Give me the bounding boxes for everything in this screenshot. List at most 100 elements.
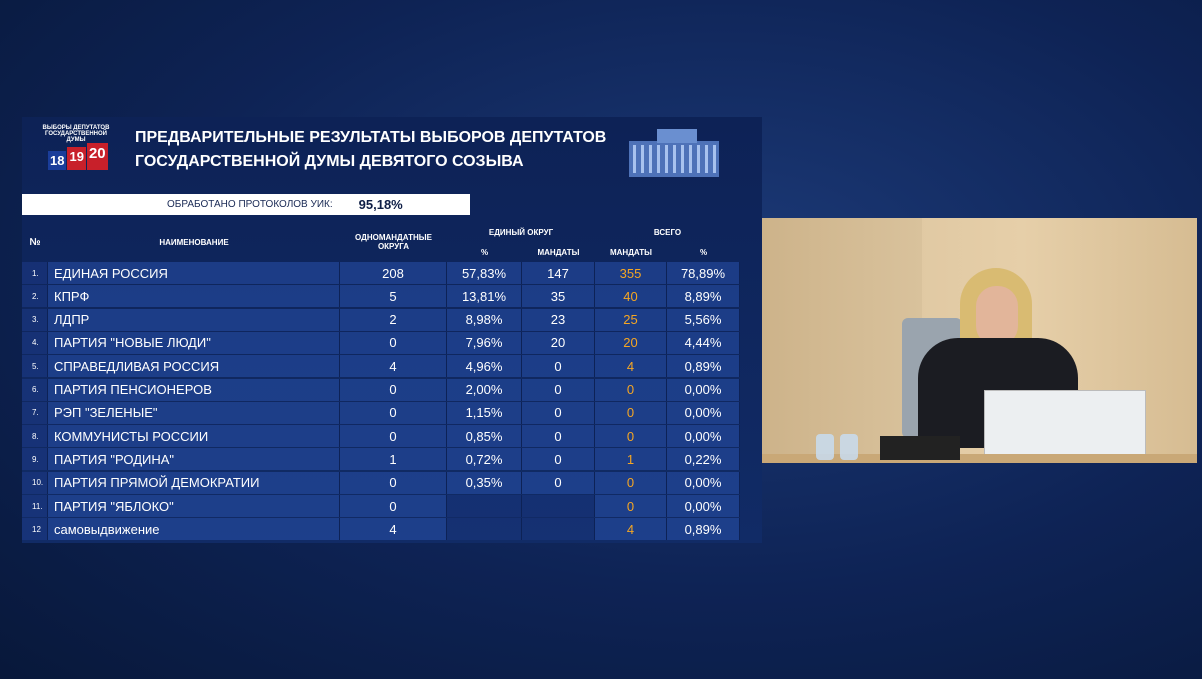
unified-pct: 2,00% bbox=[447, 378, 522, 401]
party-name: ЕДИНАЯ РОССИЯ bbox=[48, 262, 340, 284]
unified-pct bbox=[447, 518, 522, 541]
unified-pct bbox=[447, 495, 522, 517]
unified-pct: 13,81% bbox=[447, 285, 522, 308]
progress-bar: ОБРАБОТАНО ПРОТОКОЛОВ УИК: 95,18% bbox=[22, 194, 470, 215]
title: ПРЕДВАРИТЕЛЬНЫЕ РЕЗУЛЬТАТЫ ВЫБОРОВ ДЕПУТ… bbox=[135, 126, 606, 174]
unified-pct: 0,85% bbox=[447, 425, 522, 448]
total-pct: 0,22% bbox=[667, 448, 740, 471]
bottle bbox=[816, 434, 834, 460]
unified-mandates: 20 bbox=[522, 331, 595, 354]
total-pct: 0,00% bbox=[667, 401, 740, 424]
progress-label: ОБРАБОТАНО ПРОТОКОЛОВ УИК: bbox=[167, 199, 333, 210]
row-number: 6. bbox=[22, 378, 48, 401]
single-mandate: 0 bbox=[340, 495, 447, 517]
video-feed bbox=[762, 218, 1197, 463]
party-name: ПАРТИЯ ПЕНСИОНЕРОВ bbox=[48, 378, 340, 401]
row-number: 5. bbox=[22, 355, 48, 378]
header-cell: % bbox=[480, 247, 489, 257]
row-number: 7. bbox=[22, 401, 48, 424]
title-line: ГОСУДАРСТВЕННОЙ ДУМЫ ДЕВЯТОГО СОЗЫВА bbox=[135, 153, 524, 170]
party-name: самовыдвижение bbox=[48, 518, 340, 541]
duma-building bbox=[629, 129, 719, 177]
bottle bbox=[840, 434, 858, 460]
wall-panel bbox=[762, 218, 922, 463]
unified-mandates bbox=[522, 495, 595, 517]
row-number: 10. bbox=[22, 471, 48, 494]
face bbox=[976, 286, 1018, 346]
unified-pct: 57,83% bbox=[447, 262, 522, 284]
party-name: КОММУНИСТЫ РОССИИ bbox=[48, 425, 340, 448]
header-cell: МАНДАТЫ bbox=[537, 247, 580, 257]
header-cell: ОДНОМАНДАТНЫЕ ОКРУГА bbox=[355, 233, 432, 251]
party-name: РЭП "ЗЕЛЕНЫЕ" bbox=[48, 401, 340, 424]
total-mandates: 0 bbox=[595, 378, 667, 401]
header-cell: НАИМЕНОВАНИЕ bbox=[159, 237, 229, 247]
party-name: ПАРТИЯ ПРЯМОЙ ДЕМОКРАТИИ bbox=[48, 471, 340, 494]
title-line: ПРЕДВАРИТЕЛЬНЫЕ РЕЗУЛЬТАТЫ ВЫБОРОВ ДЕПУТ… bbox=[135, 129, 607, 146]
total-mandates: 40 bbox=[595, 285, 667, 308]
unified-pct: 0,72% bbox=[447, 448, 522, 471]
logo-text: ВЫБОРЫ ДЕПУТАТОВ ГОСУДАРСТВЕННОЙ ДУМЫ bbox=[40, 125, 112, 143]
single-mandate: 0 bbox=[340, 331, 447, 354]
logo-line: ВЫБОРЫ ДЕПУТАТОВ bbox=[42, 125, 110, 131]
row-number: 12 bbox=[22, 518, 48, 541]
logo-year: 20 bbox=[86, 143, 108, 170]
unified-mandates: 147 bbox=[522, 262, 595, 284]
party-name: ЛДПР bbox=[48, 308, 340, 331]
total-mandates: 0 bbox=[595, 471, 667, 494]
unified-pct: 7,96% bbox=[447, 331, 522, 354]
unified-mandates: 0 bbox=[522, 471, 595, 494]
single-mandate: 0 bbox=[340, 378, 447, 401]
party-name: ПАРТИЯ "НОВЫЕ ЛЮДИ" bbox=[48, 331, 340, 354]
laptop bbox=[984, 390, 1146, 462]
results-panel: ВЫБОРЫ ДЕПУТАТОВ ГОСУДАРСТВЕННОЙ ДУМЫ 18… bbox=[22, 117, 762, 543]
party-name: ПАРТИЯ "ЯБЛОКО" bbox=[48, 495, 340, 517]
total-mandates: 355 bbox=[595, 262, 667, 284]
desk bbox=[762, 454, 1197, 463]
unified-mandates: 0 bbox=[522, 401, 595, 424]
total-pct: 0,89% bbox=[667, 518, 740, 541]
unified-pct: 8,98% bbox=[447, 308, 522, 331]
header-cell: ВСЕГО bbox=[653, 227, 682, 237]
console bbox=[880, 436, 960, 460]
unified-mandates: 0 bbox=[522, 378, 595, 401]
unified-mandates: 23 bbox=[522, 308, 595, 331]
single-mandate: 0 bbox=[340, 425, 447, 448]
row-number: 4. bbox=[22, 331, 48, 354]
logo-year: 18 bbox=[48, 151, 67, 170]
total-pct: 78,89% bbox=[667, 262, 740, 284]
single-mandate: 4 bbox=[340, 518, 447, 541]
total-pct: 0,00% bbox=[667, 425, 740, 448]
row-number: 9. bbox=[22, 448, 48, 471]
total-mandates: 0 bbox=[595, 401, 667, 424]
total-mandates: 20 bbox=[595, 331, 667, 354]
single-mandate: 0 bbox=[340, 471, 447, 494]
total-pct: 0,89% bbox=[667, 355, 740, 378]
unified-mandates: 35 bbox=[522, 285, 595, 308]
header-cell: № bbox=[29, 236, 41, 248]
total-pct: 8,89% bbox=[667, 285, 740, 308]
total-mandates: 4 bbox=[595, 518, 667, 541]
row-number: 3. bbox=[22, 308, 48, 331]
total-pct: 0,00% bbox=[667, 495, 740, 517]
header-cell: ЕДИНЫЙ ОКРУГ bbox=[488, 227, 554, 237]
single-mandate: 5 bbox=[340, 285, 447, 308]
row-number: 2. bbox=[22, 285, 48, 308]
row-number: 11. bbox=[22, 495, 48, 517]
total-pct: 0,00% bbox=[667, 471, 740, 494]
total-mandates: 0 bbox=[595, 495, 667, 517]
single-mandate: 0 bbox=[340, 401, 447, 424]
row-number: 8. bbox=[22, 425, 48, 448]
unified-pct: 1,15% bbox=[447, 401, 522, 424]
unified-mandates: 0 bbox=[522, 355, 595, 378]
unified-mandates: 0 bbox=[522, 425, 595, 448]
total-mandates: 4 bbox=[595, 355, 667, 378]
party-name: КПРФ bbox=[48, 285, 340, 308]
total-pct: 4,44% bbox=[667, 331, 740, 354]
total-mandates: 0 bbox=[595, 425, 667, 448]
header-cell: МАНДАТЫ bbox=[609, 247, 652, 257]
unified-mandates: 0 bbox=[522, 448, 595, 471]
party-name: СПРАВЕДЛИВАЯ РОССИЯ bbox=[48, 355, 340, 378]
header-cell: % bbox=[699, 247, 708, 257]
